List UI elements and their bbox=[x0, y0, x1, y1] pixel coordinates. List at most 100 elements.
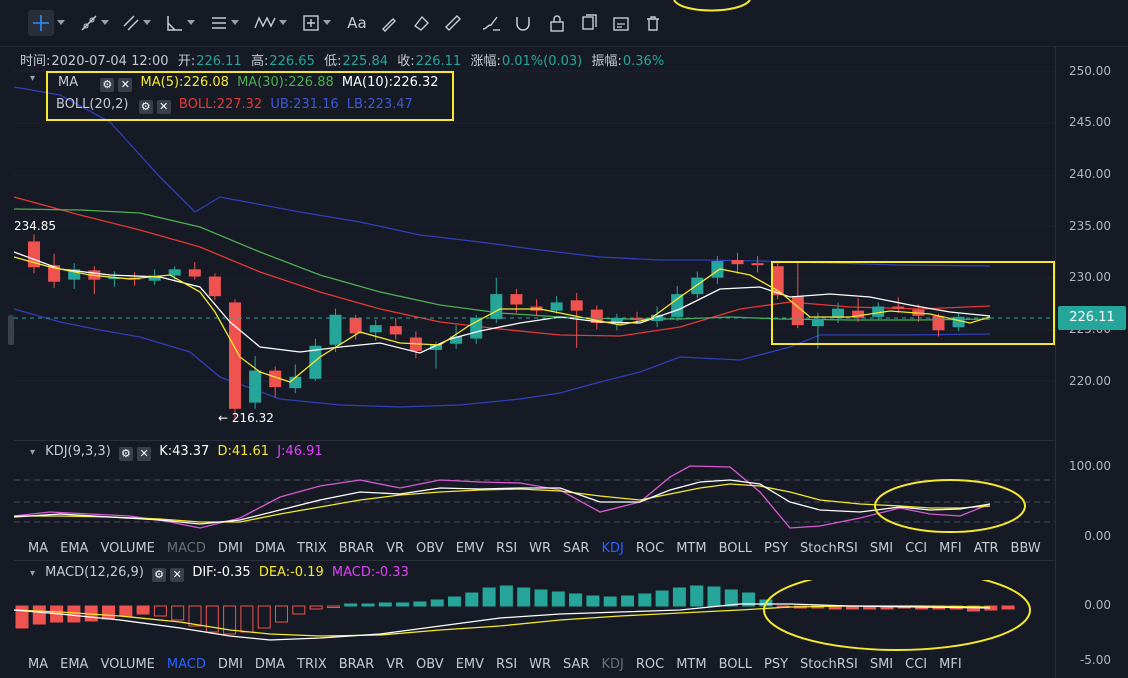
chevron-down-icon[interactable] bbox=[186, 10, 196, 36]
ma10-value: MA(10):226.32 bbox=[341, 75, 439, 90]
tab-vr[interactable]: VR bbox=[386, 541, 405, 556]
lock-icon[interactable] bbox=[544, 10, 570, 36]
tab-volume[interactable]: VOLUME bbox=[100, 657, 155, 672]
chevron-down-icon[interactable] bbox=[230, 10, 240, 36]
collapse-chevron-icon[interactable]: ▾ bbox=[30, 73, 36, 84]
magnet-icon[interactable] bbox=[510, 10, 536, 36]
kdj-chart[interactable] bbox=[0, 462, 1055, 540]
tab-ma[interactable]: MA bbox=[28, 657, 49, 672]
parallel-icon[interactable] bbox=[206, 10, 232, 36]
tab-sar[interactable]: SAR bbox=[563, 541, 590, 556]
tab-bbw[interactable]: BBW bbox=[1010, 541, 1041, 556]
macd-bar bbox=[655, 590, 669, 607]
tab-mfi[interactable]: MFI bbox=[939, 657, 962, 672]
wave-icon[interactable] bbox=[252, 10, 278, 36]
chevron-down-icon[interactable] bbox=[100, 10, 110, 36]
brush-icon[interactable] bbox=[478, 10, 504, 36]
gear-icon[interactable]: ⚙ bbox=[138, 100, 153, 114]
tab-smi[interactable]: SMI bbox=[869, 657, 894, 672]
kdj-indicator-tabs: MA EMA VOLUME MACD DMI DMA TRIX BRAR VR OBV EMV RSI… bbox=[28, 541, 1053, 559]
tab-ema[interactable]: EMA bbox=[60, 541, 89, 556]
crosshair-icon[interactable] bbox=[28, 10, 54, 36]
angle-icon[interactable] bbox=[162, 10, 188, 36]
panel-drag-handle[interactable] bbox=[8, 315, 14, 345]
close-value: 226.11 bbox=[415, 54, 462, 69]
trash-icon[interactable] bbox=[640, 10, 666, 36]
tab-emv[interactable]: EMV bbox=[455, 541, 485, 556]
eraser-icon[interactable] bbox=[408, 10, 434, 36]
multi-line-icon[interactable] bbox=[118, 10, 144, 36]
tab-emv[interactable]: EMV bbox=[455, 657, 485, 672]
tab-sar[interactable]: SAR bbox=[563, 657, 590, 672]
tab-wr[interactable]: WR bbox=[529, 541, 552, 556]
price-chart[interactable]: 234.85 ← 216.32 bbox=[0, 47, 1055, 442]
tab-psy[interactable]: PSY bbox=[763, 541, 789, 556]
tab-brar[interactable]: BRAR bbox=[338, 541, 375, 556]
tab-cci[interactable]: CCI bbox=[905, 657, 928, 672]
close-icon[interactable]: ✕ bbox=[118, 78, 133, 92]
tab-kdj[interactable]: KDJ bbox=[601, 541, 624, 556]
tab-dmi[interactable]: DMI bbox=[217, 657, 243, 672]
tab-ema[interactable]: EMA bbox=[60, 657, 89, 672]
gear-icon[interactable]: ⚙ bbox=[152, 568, 167, 582]
copy-icon[interactable] bbox=[576, 10, 602, 36]
text-icon[interactable]: Aa bbox=[347, 14, 367, 32]
macd-bar bbox=[361, 603, 375, 607]
tab-rsi[interactable]: RSI bbox=[496, 657, 518, 672]
tab-macd[interactable]: MACD bbox=[166, 657, 206, 672]
tab-boll[interactable]: BOLL bbox=[718, 541, 752, 556]
tab-volume[interactable]: VOLUME bbox=[100, 541, 155, 556]
tab-kdj[interactable]: KDJ bbox=[601, 657, 624, 672]
tab-rsi[interactable]: RSI bbox=[496, 541, 518, 556]
tab-obv[interactable]: OBV bbox=[416, 657, 444, 672]
chevron-down-icon[interactable] bbox=[142, 10, 152, 36]
tab-dma[interactable]: DMA bbox=[254, 541, 286, 556]
tab-smi[interactable]: SMI bbox=[869, 541, 894, 556]
tab-brar[interactable]: BRAR bbox=[338, 657, 375, 672]
tab-atr[interactable]: ATR bbox=[973, 541, 999, 556]
candle-body bbox=[731, 260, 744, 265]
tab-dma[interactable]: DMA bbox=[254, 657, 286, 672]
gear-icon[interactable]: ⚙ bbox=[100, 78, 115, 92]
tab-obv[interactable]: OBV bbox=[416, 541, 444, 556]
tab-mfi[interactable]: MFI bbox=[939, 541, 962, 556]
trendline-icon[interactable] bbox=[76, 10, 102, 36]
tab-trix[interactable]: TRIX bbox=[297, 657, 327, 672]
chevron-down-icon[interactable] bbox=[322, 10, 332, 36]
macd-bar bbox=[603, 596, 617, 607]
tab-stochrsi[interactable]: StochRSI bbox=[800, 541, 858, 556]
candle-body bbox=[610, 317, 623, 325]
gear-icon[interactable]: ⚙ bbox=[118, 447, 133, 461]
tab-psy[interactable]: PSY bbox=[763, 657, 789, 672]
tab-trix[interactable]: TRIX bbox=[297, 541, 327, 556]
collapse-chevron-icon[interactable]: ▾ bbox=[30, 447, 36, 458]
chevron-down-icon[interactable] bbox=[278, 10, 288, 36]
macd-chart[interactable] bbox=[0, 580, 1055, 656]
ruler-icon[interactable] bbox=[440, 10, 466, 36]
tab-roc[interactable]: ROC bbox=[635, 657, 665, 672]
tab-boll[interactable]: BOLL bbox=[718, 657, 752, 672]
tab-roc[interactable]: ROC bbox=[635, 541, 665, 556]
tab-mtm[interactable]: MTM bbox=[676, 657, 707, 672]
pen-icon[interactable] bbox=[376, 10, 402, 36]
tab-wr[interactable]: WR bbox=[529, 657, 552, 672]
price-axis[interactable]: 250.00 245.00 240.00 235.00 230.00 225.0… bbox=[1055, 47, 1128, 678]
tab-vr[interactable]: VR bbox=[386, 657, 405, 672]
tab-cci[interactable]: CCI bbox=[905, 541, 928, 556]
collapse-chevron-icon[interactable]: ▾ bbox=[30, 568, 36, 579]
candle-body bbox=[932, 315, 945, 331]
close-icon[interactable]: ✕ bbox=[170, 568, 185, 582]
close-icon[interactable]: ✕ bbox=[137, 447, 152, 461]
macd-legend: ▾ MACD(12,26,9) ⚙ ✕ DIF:-0.35 DEA:-0.19 … bbox=[30, 565, 409, 582]
snapshot-icon[interactable] bbox=[608, 10, 634, 36]
chevron-down-icon[interactable] bbox=[56, 10, 66, 36]
tab-mtm[interactable]: MTM bbox=[676, 541, 707, 556]
close-icon[interactable]: ✕ bbox=[156, 100, 171, 114]
tab-ma[interactable]: MA bbox=[28, 541, 49, 556]
close-label: 收: bbox=[397, 54, 415, 69]
tab-macd[interactable]: MACD bbox=[166, 541, 206, 556]
tab-stochrsi[interactable]: StochRSI bbox=[800, 657, 858, 672]
macd-bar bbox=[326, 605, 340, 608]
tab-dmi[interactable]: DMI bbox=[217, 541, 243, 556]
measure-icon[interactable] bbox=[298, 10, 324, 36]
